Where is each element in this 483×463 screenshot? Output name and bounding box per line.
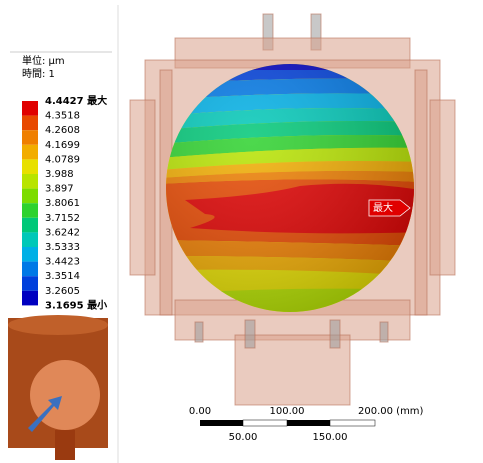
time-label: 時間: 1 (22, 68, 55, 80)
legend-label: 4.2608 (45, 125, 80, 136)
legend-swatch (22, 144, 38, 160)
legend-label: 4.4427 最大 (45, 94, 107, 107)
legend-swatch (22, 188, 38, 204)
unit-label: 単位: μm (22, 54, 65, 67)
probe-label: 最大 (373, 201, 393, 214)
legend-swatch (22, 217, 38, 233)
legend-swatch (22, 130, 38, 145)
scale-label: 0.00 (189, 406, 211, 417)
scale-label: 100.00 (270, 406, 305, 417)
scale-label: 200.00 (mm) (358, 406, 424, 417)
legend-label: 3.7152 (45, 213, 80, 224)
legend-label: 3.6242 (45, 227, 80, 238)
legend-swatch (22, 247, 38, 262)
legend-swatch (22, 276, 38, 291)
legend-label: 3.8061 (45, 198, 80, 209)
scale-label: 150.00 (313, 432, 348, 443)
legend-swatch (22, 159, 38, 174)
legend-label: 4.1699 (45, 140, 80, 151)
legend-label: 4.3518 (45, 111, 80, 122)
scale-bar (200, 419, 376, 427)
legend-label: 3.5333 (45, 242, 80, 253)
legend-label: 3.2605 (45, 286, 80, 297)
legend: 4.4427 最大 4.3518 4.2608 4.1699 4.0789 3.988 3.… (22, 94, 107, 311)
legend-swatch (22, 261, 38, 277)
probe: 最大 (368, 199, 411, 217)
orientation-thumbnail (8, 315, 108, 460)
legend-label: 3.3514 (45, 271, 80, 282)
legend-label: 3.1695 最小 (45, 298, 107, 311)
legend-label: 4.0789 (45, 154, 80, 165)
sphere (166, 64, 414, 312)
legend-swatch (22, 115, 38, 131)
legend-swatch (22, 101, 38, 116)
legend-swatch (22, 203, 38, 218)
legend-swatch (22, 290, 38, 306)
legend-label: 3.4423 (45, 257, 80, 268)
legend-label: 3.988 (45, 169, 74, 180)
legend-label: 3.897 (45, 184, 74, 195)
scale-label: 50.00 (229, 432, 258, 443)
legend-swatch (22, 232, 38, 247)
legend-swatch (22, 174, 38, 189)
